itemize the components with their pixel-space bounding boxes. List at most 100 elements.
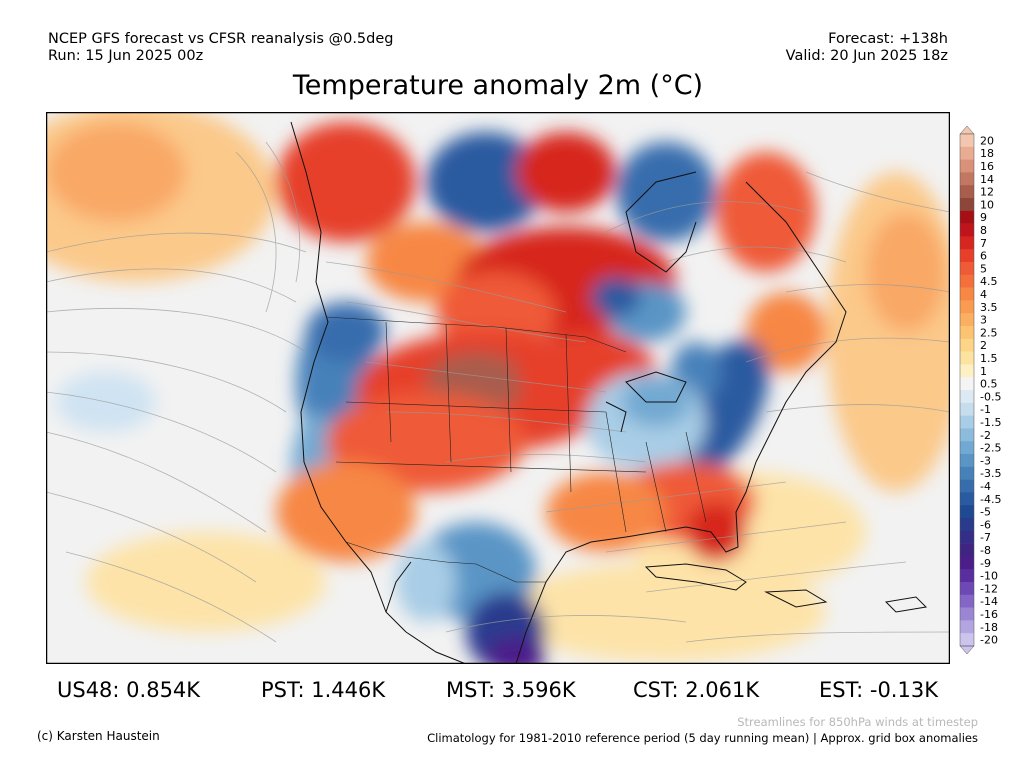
legend-swatch	[960, 300, 974, 314]
legend-swatch	[960, 172, 974, 186]
legend-swatch	[960, 454, 974, 468]
legend-swatch	[960, 633, 974, 647]
legend-swatch	[960, 351, 974, 365]
legend-label: 1	[980, 365, 987, 378]
stat-est: EST: -0.13K	[819, 678, 938, 702]
legend-label: 3.5	[980, 301, 998, 314]
legend-label: -0.5	[980, 390, 1001, 403]
political-borders	[325, 316, 707, 583]
legend-swatch	[960, 210, 974, 224]
legend-swatch	[960, 620, 974, 634]
anomaly-field	[46, 112, 950, 664]
legend-label: 14	[980, 173, 994, 186]
stat-mst: MST: 3.596K	[446, 678, 576, 702]
legend-label: -1	[980, 403, 991, 416]
forecast-hour: Forecast: +138h	[828, 31, 948, 47]
legend-label: 4	[980, 288, 987, 301]
streamlines-note: Streamlines for 850hPa winds at timestep	[737, 715, 978, 729]
legend-label: 16	[980, 160, 994, 173]
legend-swatch	[960, 479, 974, 493]
legend-swatch	[960, 530, 974, 544]
legend-swatch	[960, 607, 974, 621]
legend-swatch	[960, 441, 974, 455]
legend-swatch	[960, 313, 974, 327]
legend-label: 12	[980, 186, 994, 199]
legend-swatch	[960, 262, 974, 276]
legend-arrow-bottom	[959, 645, 975, 654]
legend-swatch	[960, 338, 974, 352]
legend-label: 5	[980, 262, 987, 275]
legend-label: -9	[980, 557, 991, 570]
legend-swatch	[960, 274, 974, 288]
legend-swatch	[960, 198, 974, 212]
legend-label: 7	[980, 237, 987, 250]
anomaly-map	[46, 112, 950, 664]
legend-label: 20	[980, 134, 994, 147]
stat-cst: CST: 2.061K	[633, 678, 760, 702]
legend-swatch	[960, 505, 974, 519]
legend-swatch	[960, 415, 974, 429]
map-frame	[46, 112, 950, 664]
legend-swatch	[960, 249, 974, 263]
color-legend: 201816141210987654.543.532.521.510.5-0.5…	[959, 126, 1001, 654]
legend-label: 4.5	[980, 275, 998, 288]
map-title: Temperature anomaly 2m (°C)	[292, 70, 704, 101]
legend-label: -12	[980, 582, 998, 595]
legend-label: -8	[980, 544, 991, 557]
legend-label: -4.5	[980, 493, 1001, 506]
legend-swatch	[960, 134, 974, 148]
legend-swatch	[960, 377, 974, 391]
legend-swatch	[960, 556, 974, 570]
legend-label: -3	[980, 454, 991, 467]
legend-label: 8	[980, 224, 987, 237]
legend-swatch	[960, 185, 974, 199]
legend-swatch	[960, 518, 974, 532]
legend-swatch	[960, 326, 974, 340]
legend-label: -7	[980, 531, 991, 544]
legend-label: 9	[980, 211, 987, 224]
legend-label: 3	[980, 314, 987, 327]
legend-swatch	[960, 428, 974, 442]
legend-swatch	[960, 569, 974, 583]
legend-label: -2	[980, 429, 991, 442]
legend-label: 1.5	[980, 352, 998, 365]
legend-swatch	[960, 582, 974, 596]
legend-swatch	[960, 594, 974, 608]
legend-swatch	[960, 159, 974, 173]
legend-label: -4	[980, 480, 991, 493]
legend-label: -20	[980, 634, 998, 647]
stat-pst: PST: 1.446K	[261, 678, 386, 702]
legend-swatch	[960, 492, 974, 506]
legend-swatch	[960, 223, 974, 237]
legend-label: -3.5	[980, 467, 1001, 480]
run-time: Run: 15 Jun 2025 00z	[48, 48, 204, 64]
legend-swatch	[960, 236, 974, 250]
forecast-info: Forecast: +138h Valid: 20 Jun 2025 18z	[786, 31, 948, 65]
legend-swatch	[960, 402, 974, 416]
wind-streamlines	[46, 141, 950, 643]
legend-swatch	[960, 364, 974, 378]
legend-label: -18	[980, 621, 998, 634]
run-info: NCEP GFS forecast vs CFSR reanalysis @0.…	[48, 31, 393, 65]
legend-label: 18	[980, 147, 994, 160]
legend-swatch	[960, 287, 974, 301]
legend-label: -14	[980, 595, 998, 608]
legend-label: 2	[980, 339, 987, 352]
legend-label: -16	[980, 608, 998, 621]
legend-label: -6	[980, 518, 991, 531]
legend-swatch	[960, 390, 974, 404]
legend-label: 10	[980, 198, 994, 211]
legend-swatches	[959, 126, 975, 654]
legend-swatch	[960, 466, 974, 480]
legend-label: -2.5	[980, 442, 1001, 455]
legend-labels: 201816141210987654.543.532.521.510.5-0.5…	[980, 134, 1001, 646]
valid-time: Valid: 20 Jun 2025 18z	[785, 48, 948, 64]
legend-label: -10	[980, 570, 998, 583]
legend-swatch	[960, 146, 974, 160]
legend-label: 6	[980, 250, 987, 263]
legend-arrow-top	[959, 126, 975, 135]
coastlines	[290, 121, 928, 664]
stat-us48: US48: 0.854K	[57, 678, 201, 702]
regional-averages: US48: 0.854K PST: 1.446K MST: 3.596K CST…	[0, 678, 1024, 704]
legend-label: 0.5	[980, 378, 998, 391]
